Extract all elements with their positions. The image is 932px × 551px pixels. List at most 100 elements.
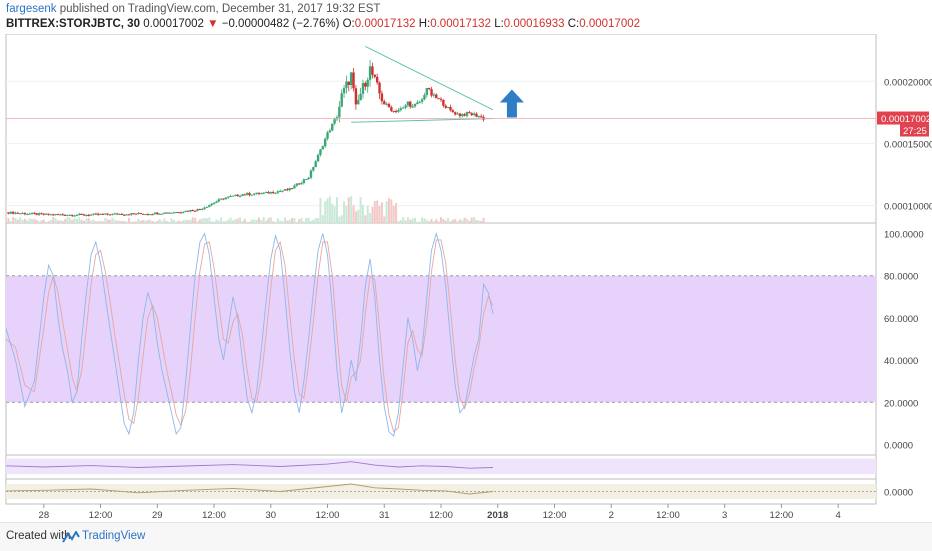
candle-body <box>437 98 440 100</box>
volume-bar <box>215 219 218 223</box>
candle-body <box>149 214 152 216</box>
candle-body <box>316 154 320 162</box>
volume-bar <box>118 220 121 223</box>
candle-body <box>295 183 298 186</box>
time-tick-label: 2 <box>609 510 614 521</box>
down-triangle-icon: ▼ <box>207 18 219 30</box>
volume-bar <box>241 220 244 223</box>
volume-bar <box>137 219 140 223</box>
volume-bar <box>217 220 220 223</box>
candle-body <box>456 113 459 115</box>
candle-body <box>418 101 421 103</box>
candle-body <box>160 213 164 215</box>
volume-bar <box>269 217 272 223</box>
volume-bar <box>373 201 376 223</box>
volume-bar <box>220 217 223 223</box>
candle-body <box>354 88 358 105</box>
volume-bar <box>153 221 156 223</box>
volume-bar <box>307 217 310 223</box>
candle-body <box>387 103 391 108</box>
volume-bar <box>411 218 414 223</box>
volume-bar <box>350 196 353 223</box>
volume-bar <box>189 219 192 223</box>
candle-body <box>392 110 395 112</box>
stochastic-tick-label: 80.0000 <box>884 272 918 283</box>
volume-bar <box>302 221 305 223</box>
candle-body <box>262 192 265 194</box>
volume-bar <box>177 220 180 223</box>
candle-body <box>193 210 197 212</box>
candle-body <box>172 212 176 214</box>
candle-body <box>451 110 455 113</box>
volume-bar <box>376 200 379 223</box>
volume-bar <box>335 197 338 223</box>
candle-body <box>198 209 202 211</box>
candle-body <box>453 112 457 115</box>
volume-bar <box>444 220 447 223</box>
candle-body <box>243 194 246 196</box>
volume-bar <box>28 218 31 223</box>
volume-bar <box>477 220 480 223</box>
volume-bar <box>435 219 438 223</box>
volume-bar <box>135 221 138 223</box>
volume-bar <box>392 206 395 223</box>
candle-body <box>260 193 263 195</box>
volume-bar <box>99 220 102 223</box>
volume-bar <box>172 219 175 223</box>
candle-body <box>106 213 109 215</box>
volume-bar <box>116 220 119 223</box>
volume-bar <box>458 219 461 223</box>
author-link[interactable]: fargesenk <box>6 3 57 15</box>
volume-bar <box>130 221 133 223</box>
ohlc-open-label: O: <box>342 18 355 30</box>
candle-body <box>208 205 211 207</box>
candle-body <box>61 214 64 216</box>
candle-body <box>342 87 346 94</box>
candle-body <box>134 213 138 215</box>
candle-body <box>222 198 225 200</box>
candle-body <box>16 212 20 214</box>
time-tick-label: 12:00 <box>656 510 680 521</box>
candle-body <box>196 209 199 211</box>
volume-bar <box>54 218 57 223</box>
volume-bar <box>470 217 473 223</box>
candle-body <box>439 98 443 100</box>
volume-bar <box>236 218 239 223</box>
volume-bar <box>101 221 104 223</box>
price-tick-label: 0.00015000 <box>884 139 932 150</box>
volume-bar <box>267 218 270 223</box>
volume-bar <box>156 221 159 223</box>
candle-body <box>366 79 369 87</box>
candle-body <box>479 116 483 118</box>
volume-bar <box>253 219 256 223</box>
candle-body <box>99 213 102 215</box>
volume-bar <box>262 217 265 223</box>
candle-body <box>146 214 150 216</box>
candle-body <box>70 214 74 216</box>
volume-bar <box>338 216 341 223</box>
volume-bar <box>208 217 211 223</box>
volume-bar <box>12 217 15 223</box>
volume-bar <box>395 203 398 223</box>
chart-area[interactable]: 0.00020000 0.00015000 0.00010000 0.00017002… <box>0 34 932 522</box>
candle-body <box>468 112 471 114</box>
tradingview-brand-link[interactable]: TradingView <box>82 530 146 542</box>
ohlc-low-label: L: <box>494 18 504 30</box>
volume-bar <box>461 220 464 223</box>
candle-body <box>328 130 332 133</box>
candle-body <box>139 213 142 215</box>
candle-body <box>472 113 476 115</box>
volume-bar <box>421 217 424 223</box>
candle-body <box>73 215 76 217</box>
volume-bar <box>437 221 440 223</box>
volume-bar <box>451 219 454 223</box>
volume-bar <box>463 217 466 223</box>
candle-body <box>458 113 462 117</box>
stochastic-tick-label: 20.0000 <box>884 398 918 409</box>
candle-body <box>182 211 185 213</box>
candle-body <box>189 210 192 212</box>
candle-body <box>463 114 466 116</box>
candle-body <box>432 94 436 96</box>
candle-body <box>63 214 67 216</box>
candle-body <box>420 99 424 102</box>
